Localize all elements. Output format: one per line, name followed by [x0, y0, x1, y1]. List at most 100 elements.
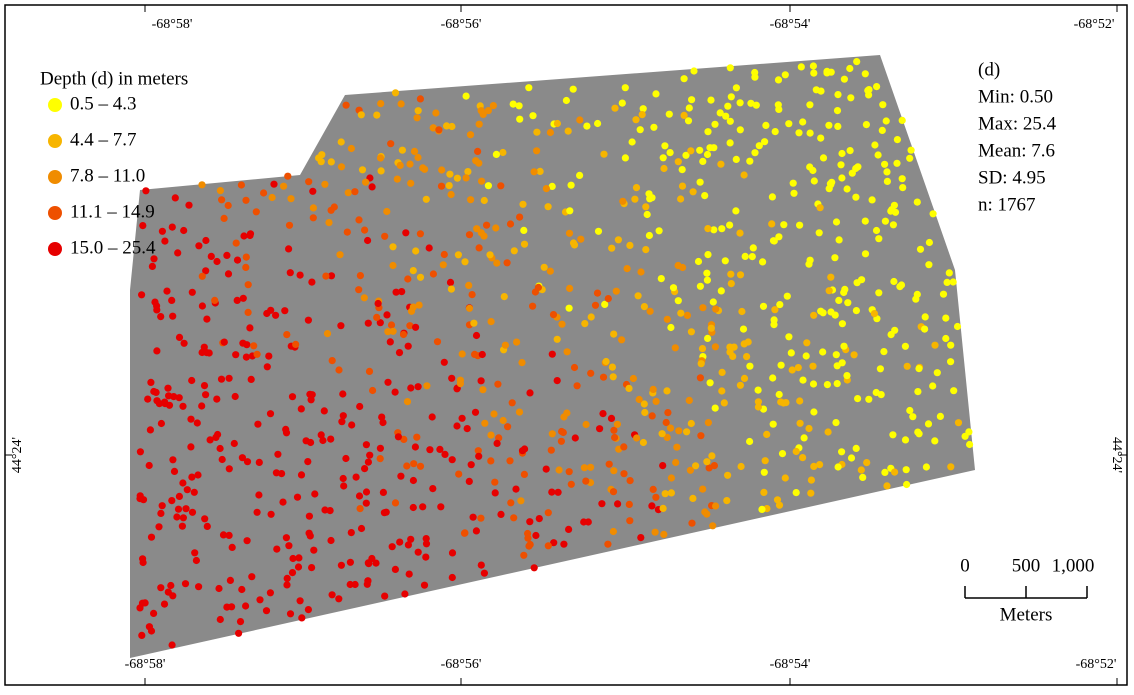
sample-point: [810, 408, 817, 415]
sample-point: [903, 466, 910, 473]
sample-point: [219, 456, 226, 463]
sample-point: [746, 438, 753, 445]
sample-point: [834, 380, 841, 387]
sample-point: [151, 299, 158, 306]
sample-point: [662, 490, 669, 497]
sample-point: [664, 409, 671, 416]
sample-point: [925, 420, 932, 427]
sample-point: [396, 349, 403, 356]
sample-point: [556, 466, 563, 473]
sample-point: [795, 129, 802, 136]
sample-point: [598, 500, 605, 507]
sample-point: [486, 251, 493, 258]
sample-point: [686, 397, 693, 404]
sample-point: [356, 492, 363, 499]
sample-point: [663, 387, 670, 394]
sample-point: [396, 539, 403, 546]
sample-point: [931, 437, 938, 444]
sample-point: [231, 440, 238, 447]
sample-point: [721, 399, 728, 406]
sample-point: [188, 377, 195, 384]
sample-point: [223, 252, 230, 259]
stats-line: Min: 0.50: [978, 86, 1053, 107]
bottom-tick-label: -68°56': [441, 657, 482, 672]
sample-point: [142, 599, 149, 606]
sample-point: [338, 562, 345, 569]
sample-point: [547, 268, 554, 275]
sample-point: [825, 428, 832, 435]
sample-point: [358, 525, 365, 532]
sample-point: [796, 397, 803, 404]
sample-point: [263, 607, 270, 614]
sample-point: [664, 316, 671, 323]
sample-point: [502, 342, 509, 349]
sample-point: [268, 511, 275, 518]
sample-point: [153, 397, 160, 404]
sample-point: [672, 459, 679, 466]
sample-point: [707, 97, 714, 104]
sample-point: [265, 353, 272, 360]
sample-point: [611, 434, 618, 441]
sample-point: [813, 86, 820, 93]
sample-point: [465, 282, 472, 289]
sample-point: [410, 460, 417, 467]
sample-point: [250, 342, 257, 349]
sample-point: [732, 207, 739, 214]
sample-point: [769, 374, 776, 381]
sample-point: [150, 610, 157, 617]
sample-point: [934, 369, 941, 376]
sample-point: [446, 182, 453, 189]
sample-point: [703, 510, 710, 517]
sample-point: [497, 182, 504, 189]
sample-point: [325, 219, 332, 226]
sample-point: [560, 413, 567, 420]
sample-point: [779, 450, 786, 457]
sample-point: [287, 610, 294, 617]
sample-point: [689, 495, 696, 502]
sample-point: [965, 428, 972, 435]
sample-point: [751, 149, 758, 156]
sample-point: [906, 155, 913, 162]
sample-point: [481, 570, 488, 577]
sample-point: [642, 203, 649, 210]
sample-point: [770, 421, 777, 428]
sample-point: [838, 448, 845, 455]
sample-point: [173, 513, 180, 520]
sample-point: [377, 445, 384, 452]
sample-point: [650, 124, 657, 131]
sample-point: [719, 369, 726, 376]
sample-point: [760, 489, 767, 496]
sample-point: [310, 204, 317, 211]
sample-point: [687, 147, 694, 154]
sample-point: [703, 270, 710, 277]
sample-point: [883, 117, 890, 124]
sample-point: [893, 160, 900, 167]
sample-point: [423, 382, 430, 389]
sample-point: [378, 167, 385, 174]
sample-point: [717, 161, 724, 168]
sample-point: [903, 481, 910, 488]
sample-point: [652, 90, 659, 97]
sample-point: [248, 573, 255, 580]
sample-point: [917, 246, 924, 253]
sample-point: [663, 419, 670, 426]
sample-point: [706, 144, 713, 151]
sample-point: [738, 308, 745, 315]
sample-point: [890, 278, 897, 285]
sample-point: [226, 375, 233, 382]
sample-point: [516, 116, 523, 123]
sample-point: [841, 286, 848, 293]
sample-point: [344, 229, 351, 236]
sample-point: [677, 310, 684, 317]
sample-point: [536, 515, 543, 522]
sample-point: [782, 71, 789, 78]
sample-point: [841, 76, 848, 83]
sample-point: [525, 84, 532, 91]
sample-point: [571, 241, 578, 248]
sample-point: [321, 407, 328, 414]
sample-point: [473, 527, 480, 534]
sample-point: [751, 74, 758, 81]
sample-point: [843, 372, 850, 379]
sample-point: [417, 230, 424, 237]
sample-point: [336, 251, 343, 258]
